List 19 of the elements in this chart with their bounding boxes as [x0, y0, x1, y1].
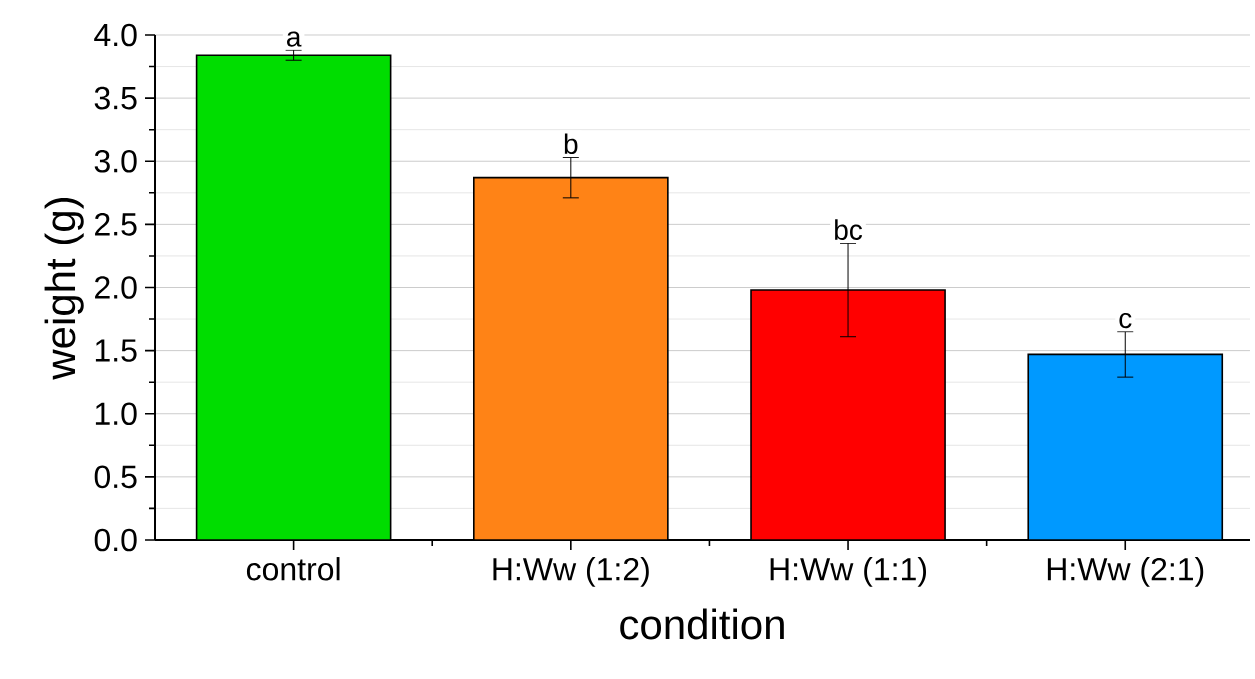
y-axis-title: weight (g): [44, 197, 84, 380]
y-tick-label: 2.5: [95, 213, 137, 236]
x-axis-title: condition: [620, 608, 784, 640]
y-tick-label: 0.5: [94, 465, 137, 489]
y-tick-label: 3.0: [94, 149, 137, 173]
x-tick-label: H:Ww (1:2): [493, 557, 649, 587]
annotation: a: [287, 31, 302, 47]
x-tick-label: H:Ww (2:1): [1047, 557, 1204, 587]
x-tick-label: H:Ww (1:1): [770, 557, 927, 587]
y-tick-label: 4.0: [94, 23, 137, 47]
annotation: c: [1119, 312, 1132, 329]
y-tick-label: 2.0: [95, 276, 137, 299]
annotation: bc: [835, 219, 863, 240]
annotation: b: [564, 133, 578, 155]
y-tick-label: 1.0: [95, 402, 137, 426]
x-tick-label: control: [246, 557, 340, 581]
y-tick-label: 0.0: [94, 528, 137, 552]
y-tick-label: 3.5: [94, 86, 137, 110]
y-tick-label: 1.5: [95, 339, 137, 362]
